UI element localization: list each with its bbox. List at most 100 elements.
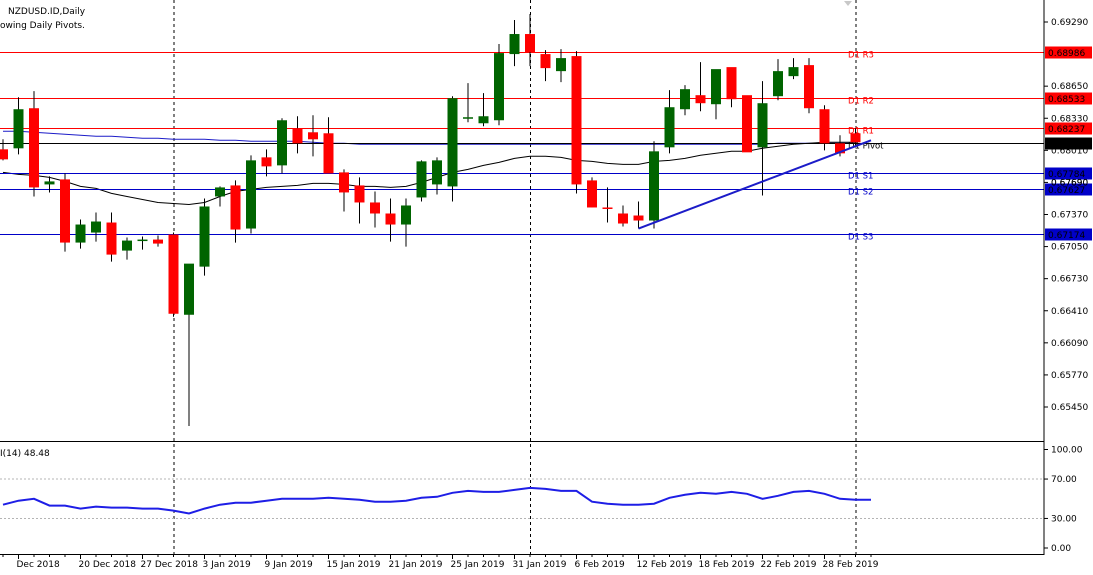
candle-body <box>339 172 349 193</box>
time-tick-label: 3 Jan 2019 <box>203 560 251 570</box>
price-tick-label: 0.69290 <box>1051 18 1088 28</box>
candle-body <box>633 215 644 221</box>
pivot-name-label: D1 R3 <box>848 51 874 61</box>
candle-body <box>447 98 458 187</box>
candle-body <box>695 95 706 104</box>
price-tick-label: 0.66410 <box>1051 307 1088 317</box>
candle-body <box>215 187 225 197</box>
candle-body <box>122 240 132 251</box>
pivot-name-label: D1 S3 <box>848 233 873 243</box>
rsi-tick-label: 0.00 <box>1051 544 1071 554</box>
candle-body <box>323 133 334 174</box>
pivot-price-label: 0.68986 <box>1048 49 1085 59</box>
rsi-tick-label: 30.00 <box>1051 514 1077 524</box>
candle-body <box>742 95 752 153</box>
candle-body <box>370 202 380 214</box>
candle-body <box>385 213 396 225</box>
price-tick-label: 0.67370 <box>1051 211 1088 221</box>
candle-body <box>277 120 287 166</box>
candle-body <box>571 56 582 185</box>
pivot-price-box <box>1045 122 1092 135</box>
time-tick-label: 9 Jan 2019 <box>265 560 313 570</box>
moving-averages <box>2 130 856 206</box>
candle-body <box>354 185 365 203</box>
chart-shift-marker <box>844 1 852 6</box>
price-tick-label-hidden: 0.67690 <box>1051 178 1088 188</box>
candle-body <box>416 161 427 198</box>
pivot-name-label: D1 R1 <box>848 127 874 137</box>
candle-body <box>199 206 210 267</box>
candle-body <box>463 117 473 119</box>
candle-body <box>819 109 830 144</box>
pivot-price-label: 0.67784 <box>1048 170 1085 180</box>
time-tick-label: 28 Feb 2019 <box>823 560 879 570</box>
candle-body <box>664 107 675 148</box>
trendline <box>638 139 872 230</box>
price-tick-label: 0.65770 <box>1051 371 1088 381</box>
rsi-panel: 100.00 70.00 30.00 0.00 <box>0 446 1083 554</box>
candle-body <box>587 180 597 208</box>
candle-body <box>0 149 8 160</box>
candle-body <box>525 34 535 53</box>
candle-body <box>850 133 861 143</box>
pivot-lines: D1 R3 0.68986 D1 R2 0.68533 D1 R1 0.68237 D1 P… <box>0 46 1092 243</box>
price-tick-label: 0.68330 <box>1051 114 1088 124</box>
pivot-price-label: 0.68080 <box>1048 140 1085 150</box>
pivot-price-box <box>1045 183 1092 196</box>
candle-body <box>230 185 241 230</box>
time-tick-label: 25 Jan 2019 <box>451 560 505 570</box>
candle-body <box>13 109 24 149</box>
rsi-line <box>2 486 871 515</box>
ma-fast-line <box>2 141 856 206</box>
time-tick-label: 18 Feb 2019 <box>699 560 755 570</box>
candle-body <box>649 151 659 221</box>
pivot-price-box <box>1045 137 1092 150</box>
price-tick-label: 0.68650 <box>1051 82 1088 92</box>
candle-body <box>168 234 179 314</box>
price-tick-label: 0.66730 <box>1051 275 1088 285</box>
price-tick-label: 0.67690 <box>1051 178 1088 188</box>
candle-body <box>153 239 163 244</box>
rsi-tick-label: 100.00 <box>1051 446 1083 456</box>
price-tick-label: 0.65450 <box>1051 403 1088 413</box>
indicator-title: owing Daily Pivots. <box>0 21 85 31</box>
candle-body <box>261 157 272 167</box>
candle-body <box>556 58 566 72</box>
candle-body <box>184 263 194 315</box>
time-tick-label: 31 Jan 2019 <box>513 560 567 570</box>
candle-body <box>788 67 799 77</box>
candle-body <box>680 89 690 110</box>
time-tick-label: 27 Dec 2018 <box>141 560 199 570</box>
rsi-tick-label: 70.00 <box>1051 475 1077 485</box>
price-tick-label: 0.66090 <box>1051 339 1088 349</box>
time-tick-label: 21 Jan 2019 <box>389 560 443 570</box>
pivot-name-label: D1 R2 <box>848 97 874 107</box>
pivot-price-box <box>1045 46 1092 59</box>
candle-body <box>432 160 442 185</box>
time-tick-label: 22 Feb 2019 <box>761 560 817 570</box>
candle-body <box>602 207 613 209</box>
time-tick-label: Dec 2018 <box>17 560 60 570</box>
candle-body <box>75 224 86 243</box>
candle-body <box>804 65 814 109</box>
candle-body <box>29 108 39 188</box>
time-tick-label: 15 Jan 2019 <box>327 560 381 570</box>
pivot-name-label: D1 S2 <box>848 188 873 198</box>
ma-slow-line <box>3 130 856 145</box>
time-tick-label: 12 Feb 2019 <box>637 560 693 570</box>
pivot-price-label: 0.68237 <box>1048 125 1085 135</box>
pivot-name-label: D1 S1 <box>848 172 873 182</box>
chart-symbol-title: NZDUSD.ID,Daily <box>8 7 86 17</box>
candle-body <box>137 239 148 242</box>
rsi-label: I(14) 48.48 <box>0 449 50 459</box>
candle-body <box>757 103 768 148</box>
candle-body <box>292 128 303 144</box>
candle-body <box>494 53 504 121</box>
candle-body <box>246 160 256 229</box>
candle-body <box>60 179 70 243</box>
price-tick-label: 0.68010 <box>1051 146 1088 156</box>
candle-body <box>711 69 721 105</box>
candle-body <box>478 116 489 124</box>
